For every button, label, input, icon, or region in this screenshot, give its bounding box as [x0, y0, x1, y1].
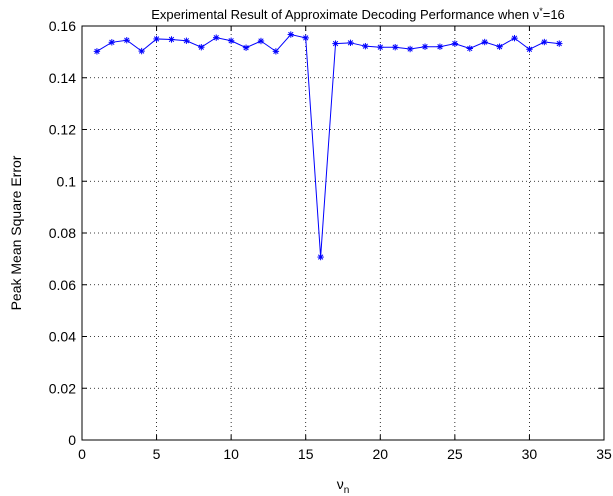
y-tick-label: 0.06 — [49, 277, 76, 293]
data-point — [466, 45, 473, 52]
x-tick-label: 10 — [223, 446, 239, 462]
y-tick-label: 0.12 — [49, 122, 76, 138]
data-point — [541, 38, 548, 46]
data-point — [242, 44, 250, 51]
data-point — [123, 37, 130, 44]
x-tick-label: 5 — [153, 446, 161, 462]
data-point — [362, 42, 369, 50]
x-tick-label: 0 — [78, 446, 86, 462]
data-point — [93, 48, 101, 55]
data-point — [213, 34, 220, 41]
grid — [82, 26, 604, 440]
y-tick-label: 0.16 — [49, 18, 76, 34]
data-point — [526, 46, 533, 53]
x-tick-label: 25 — [447, 446, 463, 462]
data-point — [556, 40, 563, 47]
data-point — [451, 40, 459, 47]
data-point — [227, 37, 235, 44]
y-tick-label: 0.1 — [57, 173, 77, 189]
data-point — [332, 40, 339, 47]
y-tick-labels: 0 0.02 0.04 0.06 0.08 0.1 0.12 0.14 0.16 — [49, 18, 76, 448]
y-tick-label: 0.04 — [49, 329, 76, 345]
y-tick-label: 0.08 — [49, 225, 76, 241]
x-tick-label: 15 — [298, 446, 314, 462]
data-point — [198, 44, 205, 51]
y-tick-label: 0.02 — [49, 380, 76, 396]
chart-title: Experimental Result of Approximate Decod… — [151, 6, 565, 22]
data-point — [392, 44, 399, 51]
series-line — [96, 33, 560, 258]
data-point — [183, 37, 190, 44]
data-point — [272, 48, 280, 55]
x-tick-label: 35 — [596, 446, 612, 462]
y-axis-label: Peak Mean Square Error — [8, 155, 24, 310]
data-point — [377, 44, 384, 51]
x-tick-label: 20 — [372, 446, 388, 462]
data-point — [347, 39, 354, 47]
data-point — [436, 43, 444, 50]
x-tick-labels: 0 5 10 15 20 25 30 35 — [78, 446, 612, 462]
data-point — [287, 31, 294, 38]
data-point — [138, 47, 145, 55]
data-point — [168, 36, 175, 43]
x-tick-label: 30 — [522, 446, 538, 462]
data-point — [496, 43, 503, 50]
data-point — [421, 43, 429, 50]
axis-ticks — [81, 25, 605, 441]
data-point — [257, 37, 265, 45]
y-tick-label: 0 — [68, 432, 76, 448]
data-point — [406, 45, 414, 53]
data-point — [511, 34, 518, 42]
y-tick-label: 0.14 — [49, 70, 76, 86]
data-point — [108, 39, 116, 46]
data-point — [302, 34, 309, 42]
data-point — [153, 35, 160, 43]
series-layer — [93, 31, 563, 261]
x-axis-label: νn — [337, 476, 350, 496]
data-point — [317, 253, 324, 261]
data-point — [481, 38, 488, 46]
